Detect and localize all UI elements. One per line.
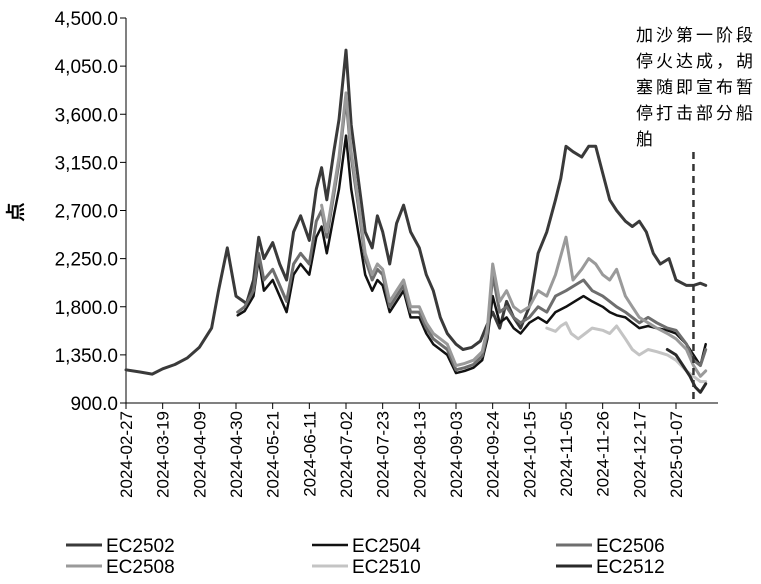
legend: EC2502 EC2504 EC2506 EC2508 EC2510 EC2512 [66, 536, 665, 578]
legend-label: EC2504 [352, 536, 421, 557]
x-tick-label: 2024-12-17 [630, 411, 649, 498]
y-tick-label: 1,350.0 [55, 346, 118, 367]
legend-item-ec2504: EC2504 [312, 536, 421, 557]
annotation-line: 塞随即宣布暂 [636, 78, 756, 97]
y-tick-label: 1,800.0 [55, 298, 118, 319]
x-tick-label: 2024-02-27 [117, 411, 136, 498]
x-tick-label: 2024-10-15 [520, 411, 539, 498]
x-tick-label: 2024-03-19 [154, 411, 173, 498]
legend-label: EC2502 [106, 536, 175, 557]
series-lines [124, 48, 708, 394]
legend-label: EC2512 [596, 557, 665, 578]
x-tick-label: 2025-01-07 [667, 411, 686, 498]
y-tick-label: 900.0 [70, 394, 118, 415]
series-line-ec2508 [320, 91, 708, 378]
annotation-line: 舶 [636, 130, 656, 149]
legend-item-ec2502: EC2502 [66, 536, 175, 557]
x-tick-label: 2024-09-24 [484, 411, 503, 498]
y-ticks: 4,500.0 4,050.0 3,600.0 3,150.0 2,700.0 2,250… [55, 9, 126, 415]
annotation-line: 加沙第一阶段 [636, 26, 756, 45]
series-line-ec2504 [236, 134, 707, 375]
y-tick-label: 3,150.0 [55, 153, 118, 174]
x-tick-label: 2024-05-21 [264, 411, 283, 498]
y-axis-label: 点 [5, 202, 27, 221]
y-tick-label: 4,050.0 [55, 57, 118, 78]
x-tick-label: 2024-11-05 [557, 411, 576, 497]
legend-label: EC2506 [596, 536, 665, 557]
annotation-line: 停火达成，胡 [636, 52, 756, 71]
legend-item-ec2508: EC2508 [66, 557, 175, 578]
x-tick-label: 2024-11-26 [594, 411, 613, 497]
legend-label: EC2508 [106, 557, 175, 578]
series-line-ec2502 [124, 48, 708, 376]
x-tick-label: 2024-04-09 [190, 411, 209, 498]
y-tick-label: 2,250.0 [55, 250, 118, 271]
x-tick-label: 2024-07-23 [374, 411, 393, 498]
legend-item-ec2506: EC2506 [556, 536, 665, 557]
x-tick-label: 2024-07-02 [337, 411, 356, 498]
x-ticks: 2024-02-27 2024-03-19 2024-04-09 2024-04-30… [117, 403, 686, 498]
x-tick-label: 2024-04-30 [227, 411, 246, 498]
x-tick-label: 2024-08-13 [410, 411, 429, 498]
x-tick-label: 2024-06-11 [300, 411, 319, 497]
y-tick-label: 4,500.0 [55, 9, 118, 30]
y-tick-label: 3,600.0 [55, 105, 118, 126]
series-line-ec2510 [545, 321, 708, 384]
y-tick-label: 2,700.0 [55, 202, 118, 223]
x-tick-label: 2024-09-03 [447, 411, 466, 498]
annotation-line: 停打击部分船 [636, 104, 756, 123]
plot-area: 4,500.0 4,050.0 3,600.0 3,150.0 2,700.0 2,250… [55, 9, 718, 498]
legend-label: EC2510 [352, 557, 421, 578]
legend-item-ec2510: EC2510 [312, 557, 421, 578]
series-line-ec2512 [665, 348, 708, 394]
series-line-ec2506 [236, 96, 708, 372]
legend-item-ec2512: EC2512 [556, 557, 665, 578]
